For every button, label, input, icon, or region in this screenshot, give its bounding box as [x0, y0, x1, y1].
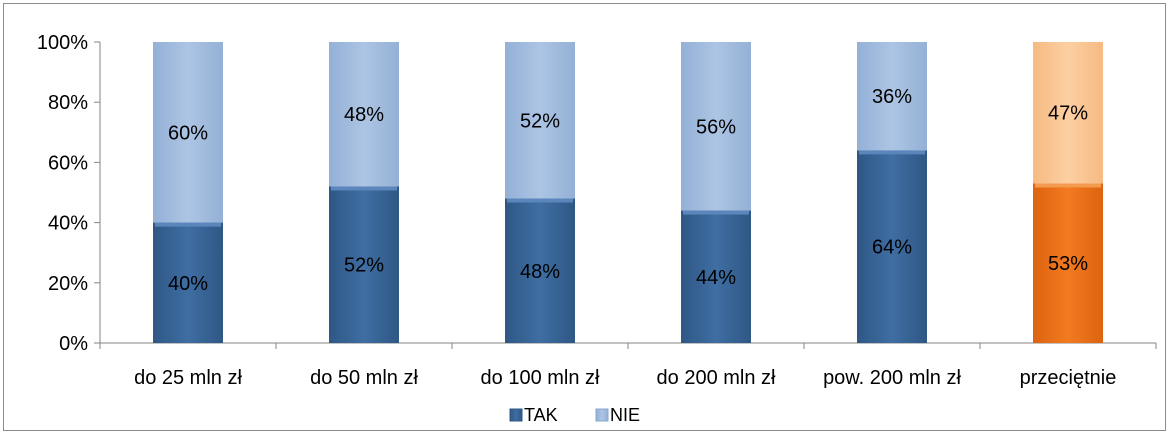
- x-category-label: do 200 mln zł: [657, 367, 777, 389]
- data-label-nie: 52%: [520, 110, 560, 132]
- bar-nie: [153, 42, 223, 223]
- bar-nie: [857, 42, 927, 151]
- chart-legend: TAK NIE: [509, 405, 640, 425]
- bar-tak-top-edge: [155, 222, 221, 227]
- bar-tak: [329, 186, 399, 343]
- legend-label-tak: TAK: [524, 405, 558, 425]
- y-tick-label: 0%: [59, 333, 88, 355]
- bar-nie: [329, 42, 399, 187]
- x-category-label: pow. 200 mln zł: [823, 367, 961, 389]
- x-category-label: do 100 mln zł: [481, 367, 601, 389]
- x-category-label: do 50 mln zł: [310, 367, 418, 389]
- legend-label-nie: NIE: [610, 405, 640, 425]
- bar-tak-top-edge: [507, 198, 573, 203]
- chart-bars: [153, 42, 1103, 343]
- bar-tak-top-edge: [683, 210, 749, 215]
- bar-tak: [505, 198, 575, 343]
- bar-tak: [153, 222, 223, 343]
- x-category-label: do 25 mln zł: [134, 367, 242, 389]
- bar-tak: [857, 150, 927, 343]
- y-tick-label: 40%: [48, 213, 88, 235]
- legend-swatch-nie: [595, 408, 609, 422]
- data-label-nie: 48%: [344, 104, 384, 126]
- y-tick-label: 60%: [48, 152, 88, 174]
- y-tick-label: 100%: [37, 32, 88, 54]
- y-tick-label: 80%: [48, 92, 88, 114]
- bar-nie: [505, 42, 575, 199]
- data-label-tak: 64%: [872, 237, 912, 259]
- x-category-label: przeciętnie: [1020, 367, 1117, 389]
- bar-tak: [681, 210, 751, 343]
- stacked-bar-chart: 0% 20% 40% 60% 80% 100% do 25 mln zł do 50 mln …: [37, 32, 1157, 425]
- bar-tak-top-edge: [1035, 183, 1101, 188]
- legend-swatch-tak: [509, 408, 523, 422]
- bar-nie: [1033, 42, 1103, 184]
- bar-tak-top-edge: [331, 186, 397, 191]
- bar-tak-top-edge: [859, 150, 925, 155]
- data-label-tak: 44%: [696, 267, 736, 289]
- data-label-nie: 36%: [872, 86, 912, 108]
- chart-axes: 0% 20% 40% 60% 80% 100% do 25 mln zł do 50 mln …: [37, 32, 1157, 389]
- data-label-tak: 40%: [168, 273, 208, 295]
- data-label-nie: 56%: [696, 116, 736, 138]
- chart-data-labels: 40% 60% 52% 48% 48% 52% 44% 56% 64% 36% 53% 47%: [168, 86, 1088, 295]
- data-label-tak: 52%: [344, 255, 384, 277]
- data-label-nie: 47%: [1048, 103, 1088, 125]
- data-label-tak: 53%: [1048, 253, 1088, 275]
- bar-nie: [681, 42, 751, 211]
- data-label-nie: 60%: [168, 122, 208, 144]
- y-tick-label: 20%: [48, 273, 88, 295]
- bar-tak: [1033, 183, 1103, 343]
- data-label-tak: 48%: [520, 261, 560, 283]
- chart-frame: 0% 20% 40% 60% 80% 100% do 25 mln zł do 50 mln …: [3, 3, 1166, 431]
